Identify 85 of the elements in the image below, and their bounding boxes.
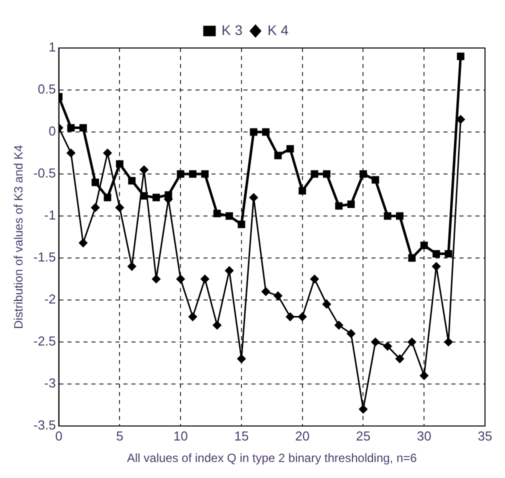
- point: [66, 148, 76, 158]
- point: [67, 124, 75, 132]
- point: [408, 338, 416, 346]
- point: [262, 287, 270, 296]
- legend-label: K 3: [221, 22, 243, 38]
- point: [249, 193, 258, 202]
- point: [200, 274, 210, 284]
- x-tick-label: 25: [356, 428, 370, 444]
- point: [396, 212, 404, 220]
- point: [201, 170, 209, 178]
- point: [334, 320, 344, 330]
- point: [432, 250, 440, 258]
- point: [238, 220, 246, 228]
- y-tick-label: -1.5: [33, 250, 56, 265]
- x-tick-label: 10: [173, 428, 188, 444]
- point: [176, 170, 184, 178]
- point: [237, 354, 246, 364]
- point: [176, 274, 185, 284]
- point: [116, 160, 124, 168]
- point: [188, 312, 197, 322]
- x-tick-label: 35: [478, 428, 492, 444]
- point: [456, 52, 464, 60]
- point: [322, 170, 330, 178]
- point: [128, 262, 136, 271]
- point: [103, 148, 112, 158]
- point: [310, 274, 319, 284]
- point: [396, 354, 404, 364]
- point: [444, 250, 452, 258]
- point: [152, 194, 160, 202]
- point: [274, 152, 282, 160]
- x-tick-label: 5: [116, 428, 124, 444]
- point: [92, 178, 100, 186]
- point: [384, 212, 392, 220]
- y-axis-title: Distribution of values of K3 and K4: [12, 144, 26, 330]
- x-tick-label: 30: [416, 428, 432, 444]
- point: [189, 170, 196, 178]
- point: [383, 342, 392, 350]
- point: [250, 128, 258, 136]
- x-tick-label: 20: [295, 428, 310, 444]
- point: [347, 200, 355, 208]
- point: [262, 128, 270, 136]
- point: [91, 203, 100, 212]
- point: [79, 124, 87, 132]
- point: [152, 274, 160, 284]
- y-tick-label: -3: [44, 376, 56, 391]
- y-tick-label: 0.5: [38, 82, 56, 97]
- point: [212, 320, 222, 330]
- point: [420, 371, 428, 380]
- y-tick-label: -2: [44, 292, 56, 307]
- y-tick-label: 1: [48, 40, 56, 55]
- point: [115, 203, 124, 212]
- point: [322, 300, 331, 308]
- x-tick-label: 15: [234, 428, 249, 444]
- point: [104, 194, 112, 202]
- point: [226, 212, 234, 220]
- y-tick-label: 0: [48, 124, 56, 139]
- y-tick-label: -3.5: [33, 418, 56, 433]
- point: [286, 145, 294, 153]
- point: [78, 238, 88, 248]
- point: [298, 187, 306, 195]
- point: [140, 166, 148, 174]
- point: [164, 191, 172, 199]
- point: [335, 202, 343, 210]
- point: [358, 404, 368, 414]
- point: [225, 266, 234, 275]
- point: [432, 262, 441, 271]
- point: [310, 170, 318, 178]
- y-tick-label: -1: [44, 208, 56, 223]
- point: [274, 292, 282, 300]
- point: [372, 176, 380, 184]
- legend-label: K 4: [268, 22, 289, 38]
- point: [444, 338, 453, 346]
- point: [213, 210, 221, 218]
- point: [371, 338, 380, 346]
- point: [140, 192, 148, 200]
- point: [420, 242, 428, 250]
- y-tick-label: -2.5: [33, 334, 56, 349]
- point: [360, 170, 367, 178]
- point: [286, 312, 294, 322]
- point: [408, 254, 416, 262]
- y-tick-label: -0.5: [33, 166, 56, 181]
- point: [298, 312, 307, 322]
- point: [128, 176, 136, 184]
- point: [346, 329, 356, 338]
- x-axis-title: All values of index Q in type 2 binary thresholding, n=6: [126, 451, 418, 466]
